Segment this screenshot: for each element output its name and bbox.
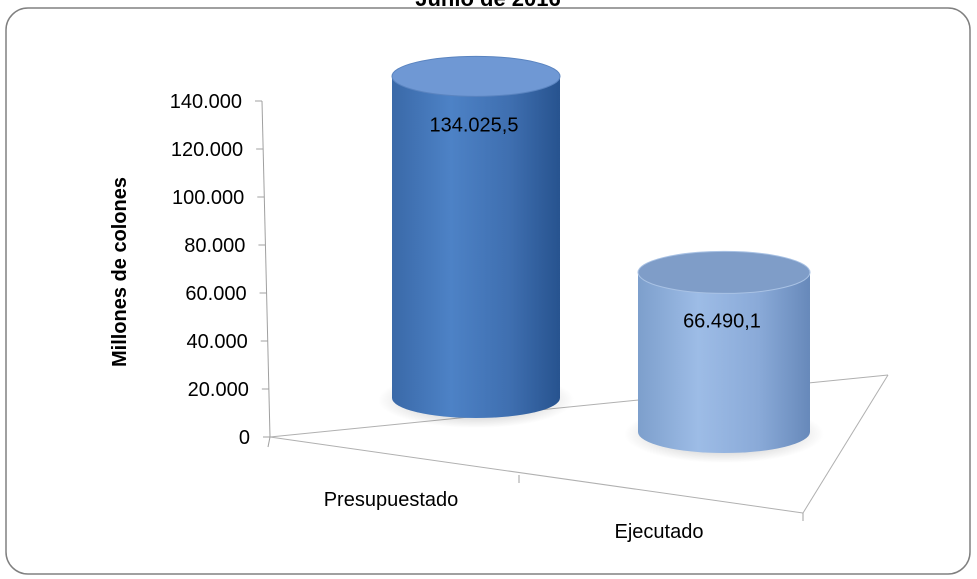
y-tick-label: 0: [239, 427, 250, 449]
bar-body: [392, 76, 560, 418]
chart-title: Junio de 2016: [415, 0, 561, 11]
y-tick-label: 40.000: [187, 331, 248, 353]
data-label-ejecutado: 66.490,1: [683, 310, 761, 332]
y-tick-label: 80.000: [184, 235, 245, 257]
data-label-presupuestado: 134.025,5: [430, 114, 519, 136]
bar-top-cap: [637, 250, 811, 294]
bars: 134.025,5 66.490,1: [378, 55, 824, 463]
y-axis: 0 20.000 40.000 60.000 80.000 100.000 120.000 1…: [170, 91, 270, 449]
y-axis-line: [261, 100, 271, 438]
bar-ejecutado: 66.490,1: [624, 250, 824, 463]
y-tick-label: 20.000: [188, 379, 249, 401]
y-tick-label: 60.000: [185, 283, 246, 305]
y-tick-label: 140.000: [170, 91, 242, 113]
bar-body: [638, 272, 810, 453]
bar-presupuestado: 134.025,5: [378, 55, 574, 428]
y-tick-label: 100.000: [172, 187, 244, 209]
bar-top-cap: [391, 55, 561, 97]
y-tick-label: 120.000: [171, 139, 243, 161]
x-axis-ticks: [267, 436, 804, 521]
x-tick-label-ejecutado: Ejecutado: [615, 521, 704, 543]
x-tick-label-presupuestado: Presupuestado: [324, 489, 459, 511]
y-axis-label: Millones de colones: [109, 177, 131, 367]
